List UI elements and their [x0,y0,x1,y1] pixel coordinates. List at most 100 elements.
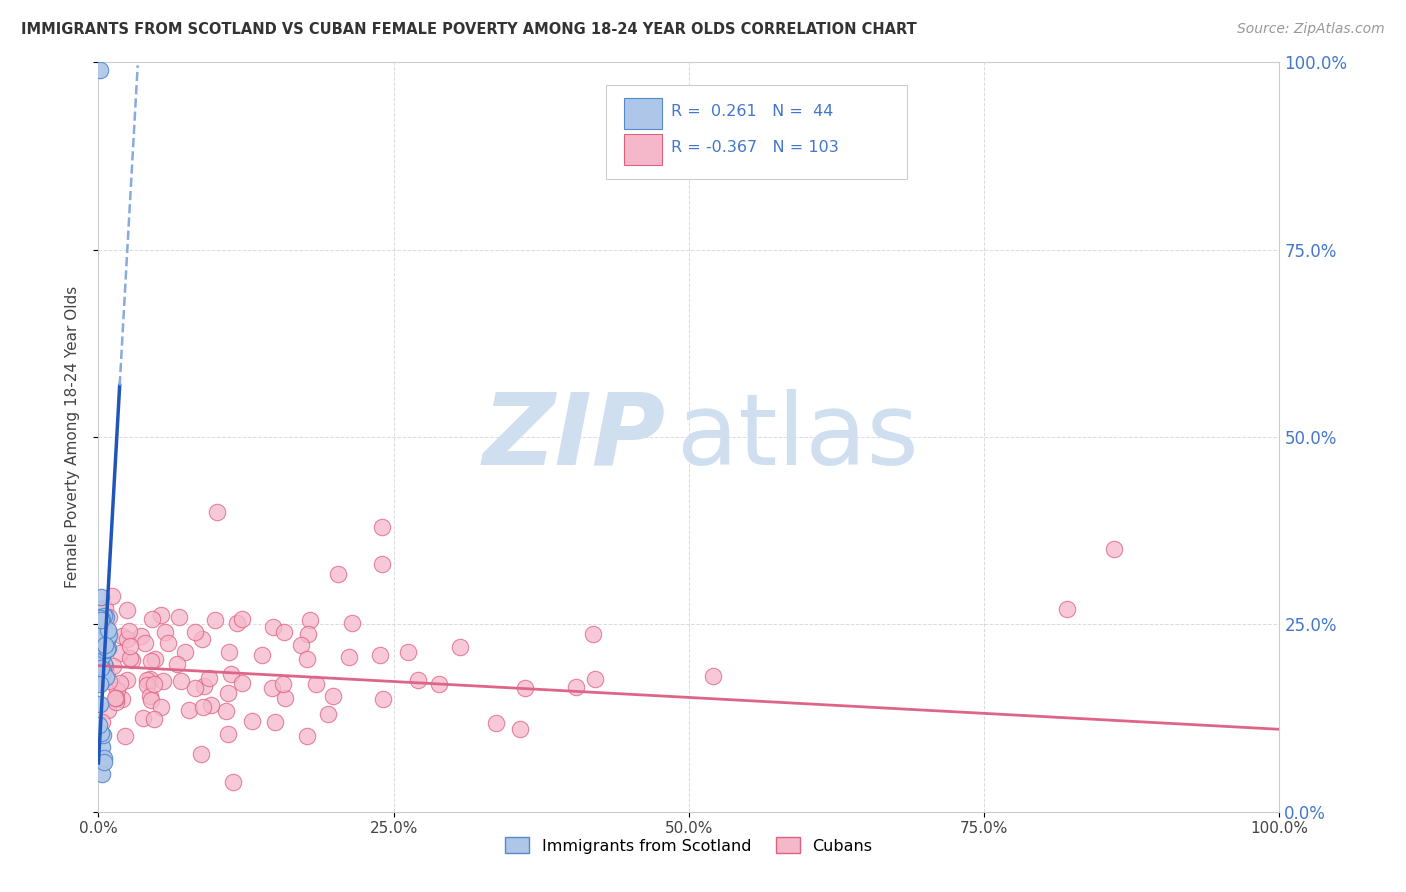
Point [166,657,188,671]
Point [582,627,605,641]
Point [89,726,111,740]
Point [427,677,450,691]
Point [98,628,121,642]
Point [152,673,174,688]
Point [90,661,112,675]
Point [198,671,221,685]
Point [129,629,152,643]
Point [94,658,117,673]
Text: Source: ZipAtlas.com: Source: ZipAtlas.com [1237,22,1385,37]
Point [205,505,228,519]
Point [90,674,112,689]
FancyBboxPatch shape [624,97,662,129]
Point [141,693,163,707]
Text: R =  0.261   N =  44: R = 0.261 N = 44 [671,103,834,119]
Point [297,627,319,641]
Point [121,653,143,667]
Point [200,698,222,712]
Point [169,673,191,688]
Point [105,683,128,698]
Point [93,755,115,769]
Point [91,767,114,781]
Point [322,689,344,703]
Point [214,704,236,718]
Point [89,610,111,624]
Point [1056,602,1078,616]
Point [326,566,349,581]
Legend: Immigrants from Scotland, Cubans: Immigrants from Scotland, Cubans [499,830,879,860]
Point [108,646,131,660]
Point [89,677,111,691]
Point [149,699,172,714]
Point [101,659,124,673]
Point [190,747,212,762]
Point [157,635,180,649]
Point [90,674,112,689]
Point [337,650,360,665]
Point [274,690,297,705]
Point [90,590,112,604]
Point [118,639,141,653]
Point [305,677,328,691]
Point [134,635,156,649]
Point [91,728,114,742]
Point [509,723,531,737]
FancyBboxPatch shape [624,134,662,165]
Point [373,691,395,706]
Point [90,613,112,627]
Text: atlas: atlas [678,389,918,485]
Point [143,676,166,690]
Point [264,714,287,729]
Point [93,608,115,623]
Point [97,624,120,639]
Point [184,681,207,696]
Point [231,676,253,690]
Point [513,681,536,695]
Point [89,622,111,636]
Point [91,612,114,626]
Point [91,623,114,637]
Point [191,632,214,647]
Point [340,615,363,630]
Point [94,638,117,652]
Point [167,610,190,624]
Point [90,632,112,647]
Point [193,680,215,694]
Point [406,673,429,687]
Point [177,703,200,717]
Point [96,642,118,657]
Point [262,620,284,634]
Point [115,632,138,647]
Point [91,665,114,679]
Point [91,639,114,653]
Point [273,625,295,640]
Point [136,677,159,691]
Point [111,692,134,706]
Point [262,681,284,696]
Text: R = -0.367   N = 103: R = -0.367 N = 103 [671,140,839,154]
Point [100,589,122,603]
Point [193,700,215,714]
Point [93,645,115,659]
Point [111,629,134,643]
Point [89,717,111,731]
Point [298,613,321,627]
Point [108,675,131,690]
Point [145,652,167,666]
Point [240,714,263,729]
Point [316,707,339,722]
Point [250,648,273,662]
Point [371,558,394,572]
Point [105,690,128,705]
Point [97,703,120,717]
Point [173,644,195,658]
Point [91,739,114,754]
Point [141,654,163,668]
Point [273,677,295,691]
Point [115,673,138,687]
Point [93,657,115,671]
Point [290,638,312,652]
Y-axis label: Female Poverty Among 18-24 Year Olds: Female Poverty Among 18-24 Year Olds [65,286,80,588]
Point [139,689,162,703]
Point [91,715,114,730]
